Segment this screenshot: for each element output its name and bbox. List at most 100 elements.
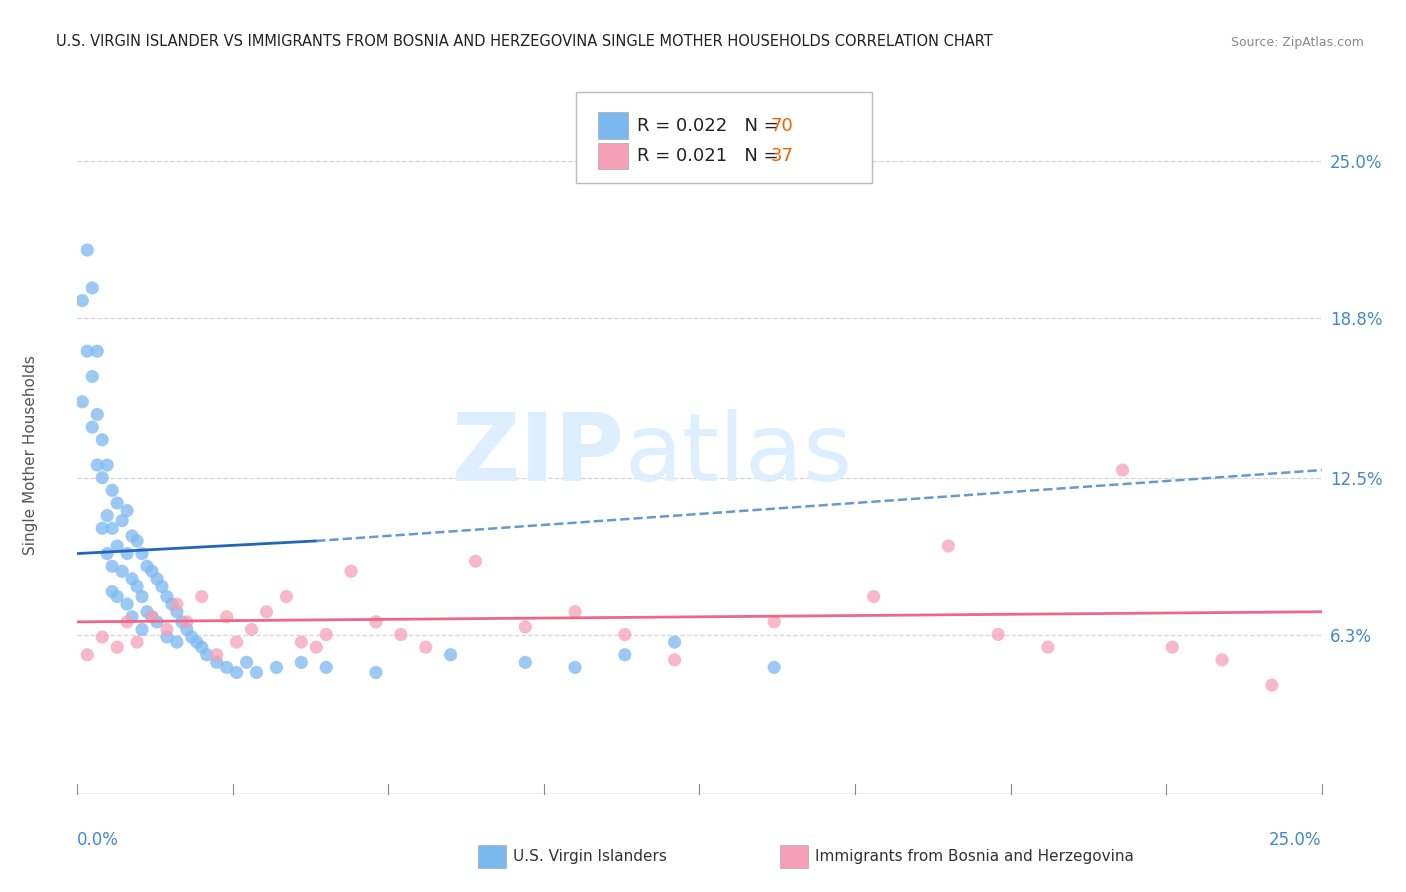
Point [440,648,463,662]
Point [82,281,104,295]
Point [415,640,437,655]
Point [141,564,163,578]
Point [115,615,138,629]
Point [176,615,198,629]
Point [240,623,263,637]
Point [91,433,114,447]
Point [166,635,188,649]
Point [305,640,328,655]
Point [91,630,114,644]
Text: ZIP: ZIP [451,409,624,501]
Point [266,660,288,674]
Point [176,623,198,637]
Point [235,656,257,670]
Point [191,590,214,604]
Point [146,615,169,629]
Point [340,564,363,578]
Point [101,521,124,535]
Point [131,623,153,637]
Point [166,597,188,611]
Point [664,635,686,649]
Point [613,648,636,662]
Point [96,508,118,523]
Point [156,590,179,604]
Point [763,660,786,674]
Point [86,458,108,472]
Text: 25.0%: 25.0% [1270,831,1322,849]
Point [364,615,387,629]
Point [1211,653,1233,667]
Point [141,609,163,624]
Point [96,547,118,561]
Point [105,590,128,604]
Point [72,293,94,308]
Point [315,627,337,641]
Point [156,623,179,637]
Point [245,665,267,680]
Point [86,408,108,422]
Point [290,635,312,649]
Point [136,559,159,574]
Point [364,665,387,680]
Text: R = 0.021   N =: R = 0.021 N = [637,147,785,165]
Point [215,609,238,624]
Text: R = 0.022   N =: R = 0.022 N = [637,117,785,135]
Point [76,243,98,257]
Point [256,605,278,619]
Point [613,627,636,641]
Point [82,420,104,434]
Text: Source: ZipAtlas.com: Source: ZipAtlas.com [1230,36,1364,49]
Text: atlas: atlas [624,409,853,501]
Point [105,640,128,655]
Point [125,579,148,593]
Point [389,627,412,641]
Point [938,539,960,553]
Point [105,496,128,510]
Point [1261,678,1284,692]
Point [101,584,124,599]
Point [111,514,134,528]
Point [1161,640,1184,655]
Point [205,648,228,662]
Point [225,635,247,649]
Point [664,653,686,667]
Point [115,503,138,517]
Point [101,559,124,574]
Point [276,590,298,604]
Point [125,635,148,649]
Point [515,656,537,670]
Point [515,620,537,634]
Point [96,458,118,472]
Point [121,609,143,624]
Text: U.S. Virgin Islanders: U.S. Virgin Islanders [513,849,666,863]
Point [170,615,193,629]
Point [156,630,179,644]
Point [136,605,159,619]
Point [464,554,486,568]
Point [141,609,163,624]
Point [111,564,134,578]
Point [76,344,98,359]
Point [121,572,143,586]
Point [150,579,173,593]
Text: 37: 37 [770,147,793,165]
Text: 70: 70 [770,117,793,135]
Point [82,369,104,384]
Point [146,572,169,586]
Point [987,627,1010,641]
Text: U.S. VIRGIN ISLANDER VS IMMIGRANTS FROM BOSNIA AND HERZEGOVINA SINGLE MOTHER HOU: U.S. VIRGIN ISLANDER VS IMMIGRANTS FROM … [56,34,993,49]
Point [76,648,98,662]
Text: Immigrants from Bosnia and Herzegovina: Immigrants from Bosnia and Herzegovina [815,849,1135,863]
Point [131,590,153,604]
Point [1036,640,1059,655]
Point [115,597,138,611]
Point [105,539,128,553]
Point [195,648,218,662]
Text: Single Mother Households: Single Mother Households [22,355,38,555]
Point [91,471,114,485]
Point [225,665,247,680]
Point [215,660,238,674]
Point [205,656,228,670]
Point [101,483,124,498]
Point [86,344,108,359]
